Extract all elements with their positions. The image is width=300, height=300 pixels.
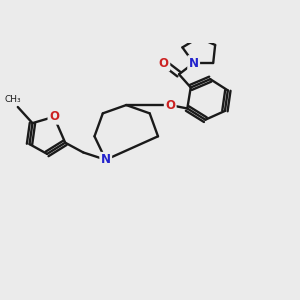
Text: O: O bbox=[49, 110, 59, 123]
Text: N: N bbox=[189, 56, 199, 70]
Text: CH₃: CH₃ bbox=[4, 95, 21, 104]
Text: O: O bbox=[165, 99, 175, 112]
Text: N: N bbox=[101, 153, 111, 166]
Text: O: O bbox=[159, 57, 169, 70]
